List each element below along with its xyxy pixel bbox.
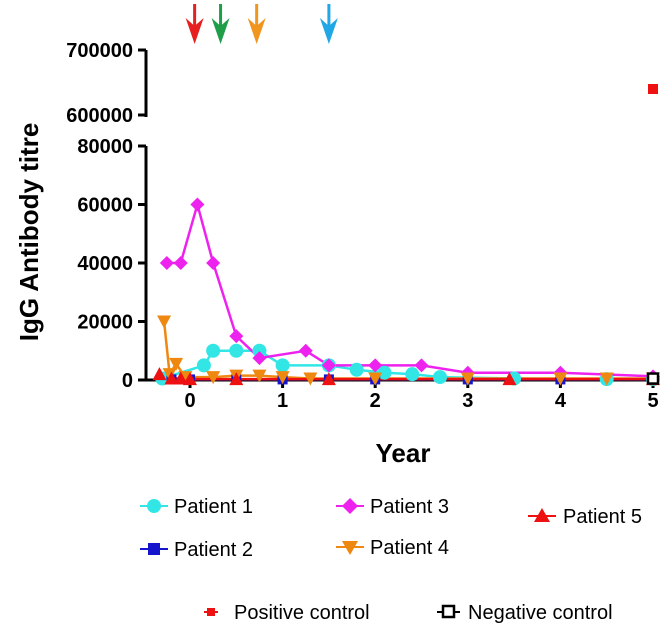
data-point-circle	[196, 358, 211, 373]
data-point-circle	[405, 367, 420, 382]
legend-item-patient-2: Patient 2	[140, 539, 253, 561]
data-point-diamond	[298, 343, 313, 358]
y-tick-label: 600000	[66, 105, 133, 127]
series-markers	[152, 84, 660, 387]
y-axis-title: IgG Antibody titre	[14, 123, 44, 342]
data-point-triangle-up	[152, 367, 167, 381]
control-point-positive-control	[648, 84, 658, 94]
legend-marker-square	[207, 608, 215, 616]
legend-label-patient-4: Patient 4	[370, 537, 449, 559]
y-tick-label: 20000	[77, 312, 133, 334]
legend-label-negative-control: Negative control	[468, 602, 613, 624]
arrow-head	[185, 18, 204, 44]
legend-item-patient-1: Patient 1	[140, 496, 253, 518]
data-point-triangle-up	[502, 372, 517, 386]
x-tick-label: 5	[647, 390, 658, 412]
data-point-triangle-down	[206, 371, 221, 385]
x-tick-label: 4	[555, 390, 567, 412]
legend-label-patient-1: Patient 1	[174, 496, 253, 518]
y-tick-label: 60000	[77, 195, 133, 217]
arrow-head	[319, 18, 338, 44]
data-point-triangle-up	[183, 372, 197, 386]
x-tick-label: 3	[462, 390, 473, 412]
data-point-triangle-down	[157, 315, 172, 329]
data-point-triangle-down	[368, 372, 383, 386]
data-point-triangle-down	[303, 372, 318, 386]
data-point-diamond	[173, 256, 188, 270]
data-point-diamond	[368, 358, 383, 373]
data-point-triangle-down	[460, 372, 475, 386]
treatment-arrow	[185, 4, 204, 44]
data-point-circle	[275, 358, 290, 373]
legend-item-negative-control: Negative control	[437, 602, 613, 624]
data-point-diamond	[321, 358, 336, 373]
data-point-circle	[229, 343, 244, 358]
legend-item-patient-3: Patient 3	[336, 496, 449, 518]
data-point-triangle-down	[553, 372, 568, 386]
legend: Patient 1 Patient 2 Patient 3 Patient 4 …	[140, 496, 642, 624]
data-point-diamond	[206, 256, 221, 270]
y-tick-label: 80000	[77, 136, 133, 158]
legend-label-patient-2: Patient 2	[174, 539, 253, 561]
legend-marker-open-square	[441, 604, 456, 619]
legend-item-positive-control: Positive control	[204, 602, 370, 624]
data-point-diamond	[252, 351, 267, 366]
data-point-triangle-up	[229, 372, 244, 386]
control-point-negative-control	[646, 372, 660, 385]
x-tick-label: 2	[370, 390, 381, 412]
y-tick-label: 0	[122, 370, 133, 392]
legend-item-patient-4: Patient 4	[336, 537, 449, 559]
data-point-diamond	[190, 197, 205, 212]
data-point-diamond	[229, 329, 244, 344]
treatment-arrow	[211, 4, 230, 44]
legend-label-patient-5: Patient 5	[563, 506, 642, 528]
treatment-arrow	[319, 4, 338, 44]
data-point-circle	[206, 343, 221, 358]
legend-marker-diamond	[342, 498, 358, 514]
data-point-triangle-down	[275, 371, 290, 385]
data-point-diamond	[159, 256, 174, 270]
data-point-circle	[433, 370, 448, 385]
legend-label-positive-control: Positive control	[234, 602, 370, 624]
data-point-circle	[377, 365, 392, 380]
data-point-circle	[252, 343, 267, 358]
treatment-arrows	[185, 4, 338, 44]
legend-label-patient-3: Patient 3	[370, 496, 449, 518]
y-tick-label: 40000	[77, 253, 133, 275]
data-point-triangle-up	[321, 372, 336, 386]
data-point-triangle-up	[164, 371, 179, 385]
data-point-triangle-up	[173, 371, 188, 385]
legend-marker-circle	[147, 499, 161, 513]
x-axis-title: Year	[376, 438, 431, 468]
data-point-triangle-down	[169, 357, 184, 371]
arrow-head	[247, 18, 266, 44]
x-tick-label: 1	[277, 390, 288, 412]
x-tick-label: 0	[184, 390, 195, 412]
treatment-arrow	[247, 4, 266, 44]
data-point-triangle-down	[162, 368, 177, 382]
data-point-diamond	[414, 358, 429, 373]
legend-marker-triangle-up	[534, 508, 550, 522]
data-point-triangle-down	[252, 369, 267, 383]
legend-marker-square	[148, 543, 160, 555]
data-point-circle	[349, 362, 364, 377]
arrow-head	[211, 18, 230, 44]
axes	[144, 50, 658, 382]
y-tick-label: 700000	[66, 40, 133, 62]
legend-item-patient-5: Patient 5	[528, 506, 642, 528]
legend-marker-triangle-down	[342, 541, 358, 555]
data-point-triangle-down	[599, 372, 614, 386]
ticks: 0 1 2 3 4 5 0 20000 40000 60000 80000 600000 700000	[66, 40, 658, 412]
